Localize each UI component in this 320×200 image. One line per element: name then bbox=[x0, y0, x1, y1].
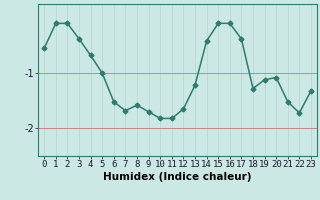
X-axis label: Humidex (Indice chaleur): Humidex (Indice chaleur) bbox=[103, 172, 252, 182]
